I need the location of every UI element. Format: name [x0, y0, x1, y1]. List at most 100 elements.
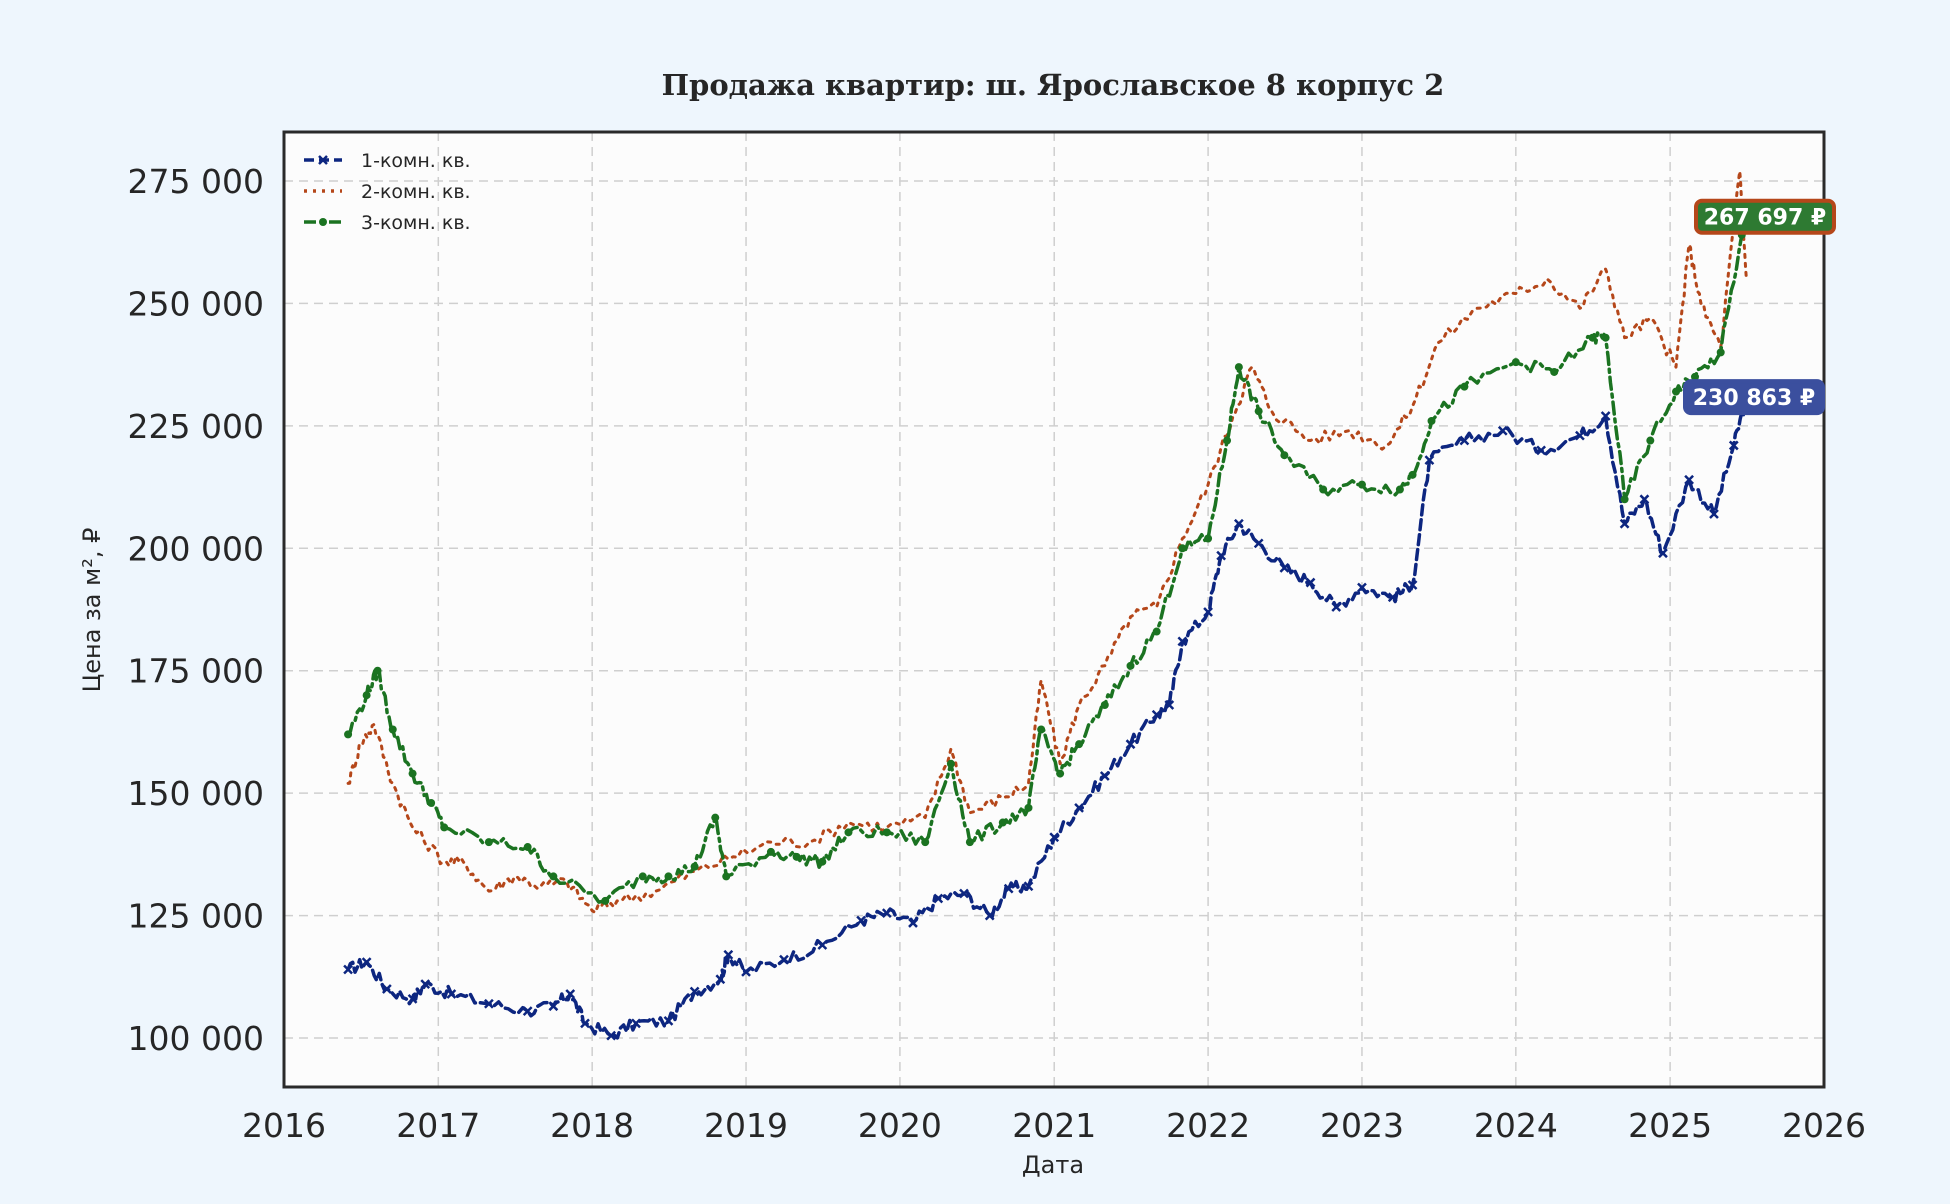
- data-point: [565, 989, 576, 999]
- x-tick-label: 2016: [242, 1106, 326, 1145]
- data-point: [779, 954, 789, 965]
- data-point: [1511, 358, 1520, 367]
- legend-item: 3-комн. кв.: [304, 212, 471, 234]
- data-point: [1716, 348, 1725, 357]
- data-point: [362, 691, 371, 700]
- value-badge: 230 863 ₽: [1683, 379, 1825, 416]
- data-point: [908, 918, 918, 928]
- data-point: [664, 872, 673, 881]
- data-point: [998, 818, 1007, 827]
- data-point: [817, 940, 828, 950]
- data-point: [689, 986, 700, 997]
- series-line: [346, 395, 1749, 1040]
- data-point: [663, 1015, 674, 1026]
- data-point: [818, 857, 827, 866]
- data-point: [580, 1018, 590, 1029]
- data-point: [741, 967, 751, 977]
- y-tick-label: 250 000: [128, 284, 264, 323]
- data-point: [882, 828, 891, 837]
- data-point: [1152, 627, 1161, 636]
- y-tick-label: 150 000: [128, 774, 264, 813]
- data-point: [631, 1018, 641, 1029]
- data-point: [1619, 518, 1630, 529]
- series-lines: [343, 169, 1752, 1041]
- data-point: [1254, 407, 1263, 416]
- data-point: [1709, 509, 1719, 519]
- data-point: [1177, 636, 1188, 647]
- data-point: [408, 769, 417, 778]
- x-tick-label: 2018: [550, 1106, 634, 1145]
- data-point: [1233, 518, 1244, 529]
- series-2: [346, 169, 1748, 915]
- data-point: [946, 759, 955, 768]
- data-point: [1424, 455, 1435, 466]
- data-point: [1646, 436, 1655, 445]
- data-point: [1672, 387, 1681, 396]
- data-point: [1536, 445, 1547, 456]
- data-point: [1601, 333, 1610, 342]
- y-tick-label: 125 000: [128, 897, 264, 936]
- data-point: [1600, 411, 1611, 421]
- y-tick-label: 225 000: [128, 407, 264, 446]
- data-point: [965, 838, 974, 847]
- data-point: [549, 872, 558, 881]
- y-tick-label: 175 000: [128, 652, 264, 691]
- data-point: [959, 888, 969, 899]
- data-point: [1280, 451, 1289, 460]
- x-tick-label: 2024: [1474, 1106, 1558, 1145]
- data-point: [1056, 769, 1065, 778]
- data-point: [1126, 661, 1135, 670]
- data-point: [1099, 771, 1110, 781]
- data-point: [722, 872, 731, 881]
- data-point: [522, 1006, 533, 1016]
- legend-item: 2-комн. кв.: [304, 181, 471, 203]
- data-point: [361, 957, 372, 967]
- series-3: [344, 212, 1751, 905]
- data-point: [1253, 538, 1264, 549]
- data-point: [1234, 363, 1243, 372]
- plot-frame: [282, 130, 1826, 1089]
- value-annotations: 267 697 ₽ 230 863 ₽: [1683, 198, 1836, 416]
- data-point: [1331, 602, 1342, 612]
- legend-item: 1-комн. кв.: [304, 150, 471, 172]
- data-point: [344, 730, 353, 739]
- data-point: [1024, 803, 1033, 812]
- data-point: [1164, 700, 1175, 710]
- legend-marker: [319, 218, 327, 226]
- data-point: [427, 798, 436, 807]
- value-badge: 267 697 ₽: [1694, 198, 1836, 235]
- data-point: [723, 949, 734, 960]
- data-point: [548, 1001, 559, 1012]
- data-point: [1125, 739, 1136, 750]
- data-point: [1075, 740, 1084, 749]
- legend-label: 2-комн. кв.: [361, 181, 471, 203]
- data-point: [1216, 550, 1227, 561]
- data-point: [523, 843, 532, 852]
- legend: 1-комн. кв. 2-комн. кв. 3-комн. кв.: [304, 150, 471, 234]
- data-point: [921, 838, 930, 847]
- data-point: [343, 964, 353, 975]
- data-point: [933, 893, 944, 904]
- data-point: [1178, 544, 1187, 553]
- legend-label: 3-комн. кв.: [361, 212, 471, 234]
- data-point: [1100, 701, 1109, 709]
- data-point: [1387, 592, 1398, 603]
- data-point: [1728, 440, 1739, 451]
- data-point: [1223, 436, 1232, 445]
- data-point: [690, 862, 699, 871]
- data-point: [881, 908, 892, 919]
- series-1: [343, 392, 1752, 1041]
- data-point: [1319, 485, 1328, 494]
- data-point: [1279, 562, 1290, 573]
- data-point: [484, 838, 493, 847]
- data-point: [1658, 548, 1668, 559]
- data-point: [446, 989, 457, 999]
- data-point: [1037, 725, 1046, 734]
- data-point: [1459, 435, 1470, 446]
- value-badge-box: [1694, 198, 1836, 235]
- data-point: [1357, 480, 1366, 489]
- data-point: [984, 910, 995, 921]
- data-point: [1151, 709, 1162, 720]
- data-point: [1003, 883, 1014, 894]
- data-point: [484, 998, 494, 1009]
